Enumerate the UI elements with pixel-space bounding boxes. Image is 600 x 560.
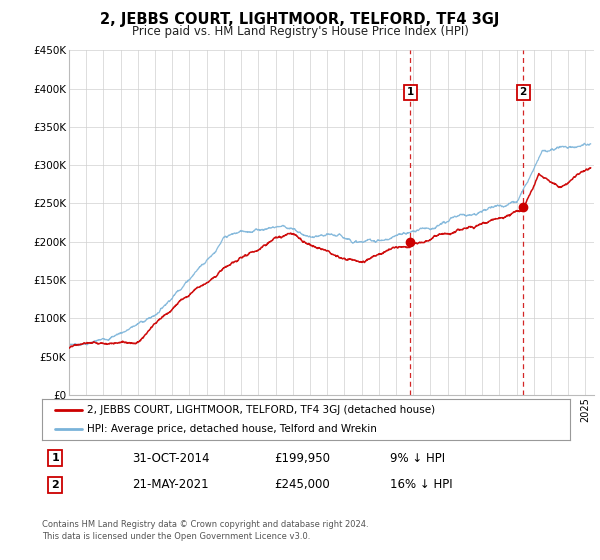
- Text: £245,000: £245,000: [274, 478, 330, 492]
- Text: 1: 1: [407, 87, 414, 97]
- Text: 1: 1: [52, 453, 59, 463]
- Text: 16% ↓ HPI: 16% ↓ HPI: [391, 478, 453, 492]
- Text: 2: 2: [520, 87, 527, 97]
- Text: Contains HM Land Registry data © Crown copyright and database right 2024.: Contains HM Land Registry data © Crown c…: [42, 520, 368, 529]
- Text: Price paid vs. HM Land Registry's House Price Index (HPI): Price paid vs. HM Land Registry's House …: [131, 25, 469, 38]
- Text: 2: 2: [52, 480, 59, 490]
- Text: This data is licensed under the Open Government Licence v3.0.: This data is licensed under the Open Gov…: [42, 532, 310, 541]
- Text: 21-MAY-2021: 21-MAY-2021: [132, 478, 208, 492]
- Text: 2, JEBBS COURT, LIGHTMOOR, TELFORD, TF4 3GJ (detached house): 2, JEBBS COURT, LIGHTMOOR, TELFORD, TF4 …: [87, 405, 435, 415]
- Text: 9% ↓ HPI: 9% ↓ HPI: [391, 451, 446, 465]
- Text: HPI: Average price, detached house, Telford and Wrekin: HPI: Average price, detached house, Telf…: [87, 424, 377, 433]
- Text: £199,950: £199,950: [274, 451, 331, 465]
- Text: 31-OCT-2014: 31-OCT-2014: [132, 451, 209, 465]
- Text: 2, JEBBS COURT, LIGHTMOOR, TELFORD, TF4 3GJ: 2, JEBBS COURT, LIGHTMOOR, TELFORD, TF4 …: [100, 12, 500, 27]
